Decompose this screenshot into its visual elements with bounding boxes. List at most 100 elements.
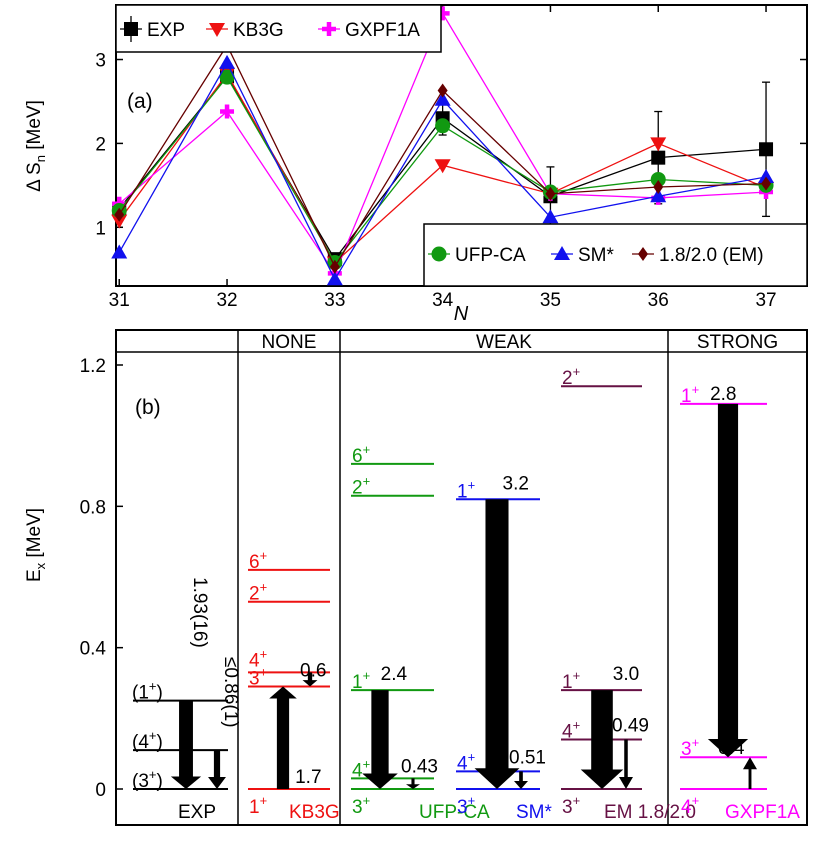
y-tick-label: 2 xyxy=(95,134,106,155)
plot-frame xyxy=(115,329,808,826)
parity-value: + xyxy=(573,668,581,683)
transition-strength-label: 1.93(16) xyxy=(189,577,210,648)
parity-value: + xyxy=(692,735,700,750)
spin-value: 3 xyxy=(457,797,468,818)
level-spin-label: 4+ xyxy=(562,718,580,743)
legend-label: SM* xyxy=(578,245,615,266)
y-tick-label: 3 xyxy=(95,51,106,72)
parity-value: + xyxy=(260,793,268,808)
panel-label-b: (b) xyxy=(135,396,161,419)
transition-arrow xyxy=(619,739,633,789)
column-name: KB3G xyxy=(289,802,340,823)
y-tick-label: 0 xyxy=(95,780,106,801)
level-spin-label: 4+ xyxy=(352,756,370,781)
level-spin-label: 1+ xyxy=(352,668,370,693)
column-name: SM* xyxy=(516,802,553,823)
level-spin-label: (3+) xyxy=(132,767,163,792)
transition-strength-label: 0.51 xyxy=(509,747,546,768)
group-label-weak: WEAK xyxy=(476,332,532,353)
parity-value: + xyxy=(260,580,268,595)
transition-strength-label: 2.8 xyxy=(710,384,736,405)
level-spin-label: 1+ xyxy=(249,793,267,818)
level-spin-label: 2+ xyxy=(249,580,267,605)
spin-value: 3 xyxy=(681,739,692,760)
transition-arrow xyxy=(208,750,226,789)
spin-value: 1 xyxy=(352,672,363,693)
group-label-strong: STRONG xyxy=(697,332,778,353)
x-axis-title: N xyxy=(454,303,469,325)
column-name: EXP xyxy=(178,802,216,823)
spin-value: 6 xyxy=(352,446,363,467)
data-point xyxy=(650,137,667,152)
spin-value: 2 xyxy=(249,584,260,605)
column-name: UFP-CA xyxy=(419,802,490,823)
parity-value: + xyxy=(573,793,581,808)
level-spin-label: (4+) xyxy=(132,728,163,753)
level-spin-label: 4+ xyxy=(249,647,267,672)
y-axis-title: Ex [MeV] xyxy=(24,508,48,582)
level-spin-label: 2+ xyxy=(352,474,370,499)
parity-value: + xyxy=(468,749,476,764)
data-point xyxy=(651,150,666,165)
legend-label: KB3G xyxy=(233,20,284,41)
data-point xyxy=(759,142,774,157)
column-name: EM 1.8/2.0 xyxy=(604,802,696,823)
y-axis-title-sub: x xyxy=(33,562,48,569)
y-axis-title: Δ Sn [MeV] xyxy=(24,100,48,192)
group-label-none: NONE xyxy=(262,332,317,353)
level-spin-label: 3+ xyxy=(457,793,475,818)
transition-strength-label: 0.43 xyxy=(401,756,438,777)
parity-value: + xyxy=(573,718,581,733)
transition-arrow xyxy=(514,771,528,789)
data-point xyxy=(650,171,666,187)
spin-value: (3 xyxy=(132,771,149,792)
data-point xyxy=(326,271,343,286)
level-spin-label: 1+ xyxy=(681,382,699,407)
transition-strength-label: 0.4 xyxy=(718,738,745,759)
data-point xyxy=(219,69,235,85)
parity-value: + xyxy=(363,756,371,771)
y-axis-title-main: Δ S xyxy=(24,162,45,192)
parity-value: + xyxy=(149,767,157,782)
data-point xyxy=(761,176,772,191)
parity-value: + xyxy=(149,679,157,694)
transition-strength-label: 1.7 xyxy=(295,767,321,788)
data-point xyxy=(650,188,667,203)
legend-bottom: UFP-CA SM* 1.8/2.0 (EM) xyxy=(423,223,808,287)
legend-marker xyxy=(554,246,570,260)
x-tick-label: 32 xyxy=(216,290,237,311)
transition-arrow xyxy=(707,403,749,758)
level-spin-label: 3+ xyxy=(352,793,370,818)
spin-bracket: ) xyxy=(157,771,163,792)
data-point xyxy=(219,54,236,69)
delta-sn-panel: 31 32 33 34 35 36 37 1 2 3 N Δ Sn [MeV] (a) EXP KB3G GX… xyxy=(24,4,808,325)
legend-marker xyxy=(209,23,225,37)
legend-label: 1.8/2.0 (EM) xyxy=(659,245,764,266)
spin-value: 1 xyxy=(457,481,468,502)
data-point xyxy=(114,207,125,222)
parity-value: + xyxy=(363,668,371,683)
legend-marker xyxy=(638,247,648,261)
level-spin-label: 2+ xyxy=(562,364,580,389)
transition-arrow xyxy=(406,778,420,789)
spin-value: 3 xyxy=(249,669,260,690)
y-tick-label: 0.8 xyxy=(80,497,106,518)
level-spin-label: 6+ xyxy=(352,442,370,467)
parity-value: + xyxy=(692,793,700,808)
transition-strength-label: 3.2 xyxy=(503,473,529,494)
level-spin-label: 1+ xyxy=(562,668,580,693)
data-point xyxy=(111,244,128,259)
legend-marker xyxy=(431,246,447,262)
data-point xyxy=(434,159,451,174)
transition-strength-label: 0.6 xyxy=(300,660,326,681)
spin-value: (4 xyxy=(132,732,149,753)
x-tick-label: 36 xyxy=(648,290,669,311)
y-axis-title-unit: [MeV] xyxy=(24,100,45,155)
data-point xyxy=(653,180,664,195)
column-EM 1.8/2.0: 3+4+1+2+3.00.49EM 1.8/2.0 xyxy=(561,364,696,823)
